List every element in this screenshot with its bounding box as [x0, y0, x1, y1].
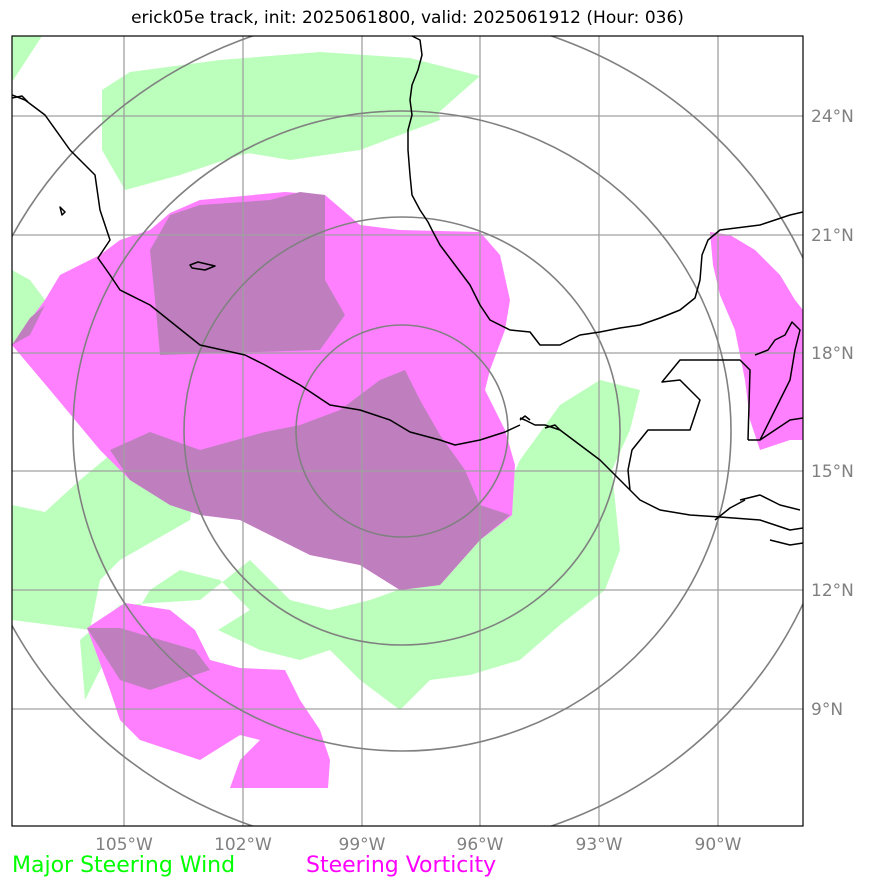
coastlines	[12, 36, 803, 546]
legend-steering-vorticity: Steering Vorticity	[306, 853, 497, 878]
lon-tick-labels: 105°W 102°W 99°W 96°W 93°W 90°W	[95, 835, 742, 855]
lat-tick-label: 9°N	[811, 700, 843, 720]
lat-tick-label: 12°N	[811, 581, 854, 601]
range-rings	[12, 36, 803, 826]
map-title: erick05e track, init: 2025061800, valid:…	[131, 8, 684, 28]
overlap-field	[12, 192, 510, 690]
lon-tick-label: 93°W	[576, 835, 623, 855]
graticule	[12, 36, 803, 826]
lon-tick-label: 96°W	[457, 835, 504, 855]
lat-tick-label: 15°N	[811, 462, 854, 482]
lon-tick-label: 105°W	[95, 835, 153, 855]
lat-tick-label: 18°N	[811, 344, 854, 364]
legend-steering-wind: Major Steering Wind	[12, 853, 236, 878]
lon-tick-label: 90°W	[695, 835, 742, 855]
lat-tick-label: 21°N	[811, 226, 854, 246]
steering-wind-field	[12, 36, 640, 710]
lat-tick-label: 24°N	[811, 107, 854, 127]
lon-tick-label: 99°W	[339, 835, 386, 855]
lat-tick-labels: 24°N 21°N 18°N 15°N 12°N 9°N	[811, 107, 854, 720]
map-frame	[11, 35, 804, 827]
lon-tick-label: 102°W	[214, 835, 272, 855]
